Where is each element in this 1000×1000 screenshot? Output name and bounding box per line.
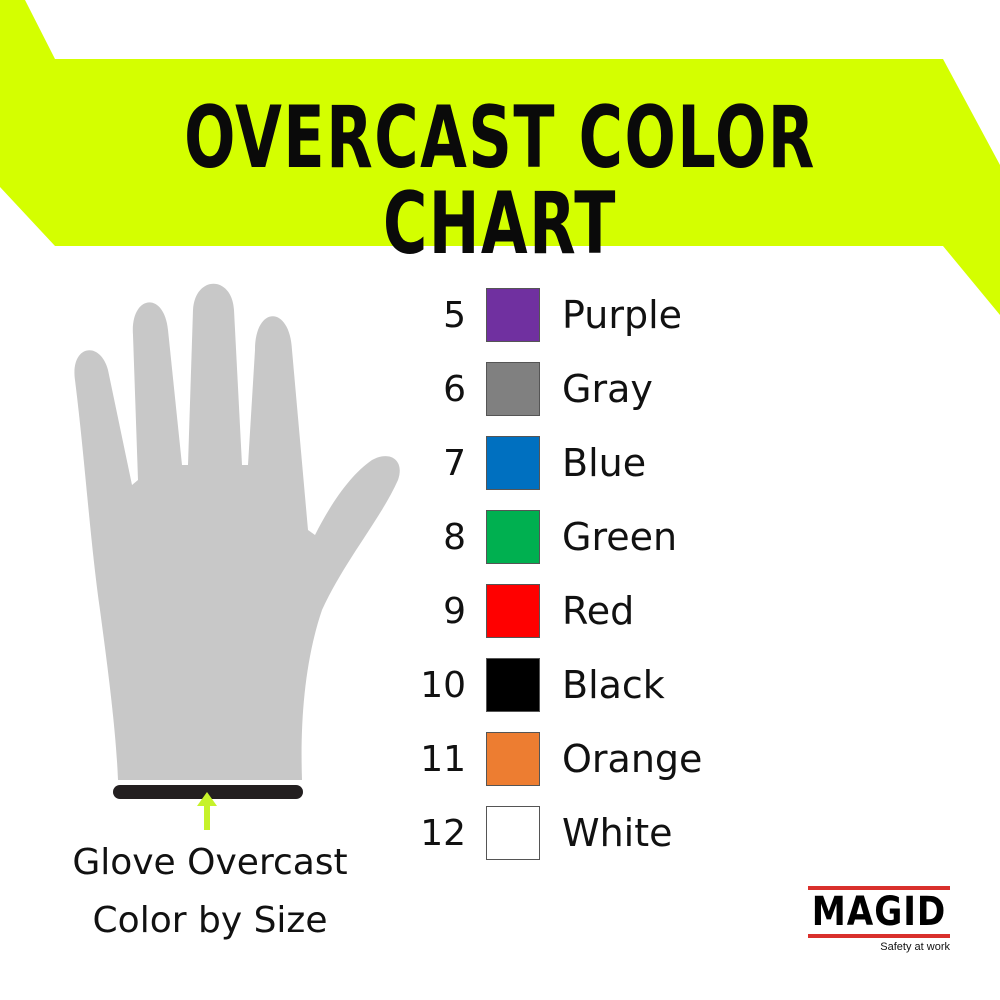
size-row: 6 Gray <box>400 361 653 417</box>
color-name: Green <box>562 515 678 559</box>
size-row: 10 Black <box>400 657 665 713</box>
size-number: 11 <box>420 738 466 780</box>
color-name: Gray <box>562 367 653 411</box>
size-row: 7 Blue <box>400 435 646 491</box>
glove-icon <box>74 283 400 799</box>
logo-tagline: Safety at work <box>880 941 950 953</box>
size-number: 10 <box>420 664 466 706</box>
overcast-band <box>113 785 303 799</box>
arrow-up-icon <box>197 792 217 830</box>
size-row: 8 Green <box>400 509 677 565</box>
color-name: Black <box>562 663 665 707</box>
color-swatch <box>486 584 540 638</box>
color-swatch <box>486 510 540 564</box>
size-number: 12 <box>420 812 466 854</box>
size-row: 9 Red <box>400 583 634 639</box>
color-name: Orange <box>562 737 703 781</box>
color-swatch <box>486 732 540 786</box>
color-name: Blue <box>562 441 647 485</box>
title-banner <box>0 0 1000 315</box>
color-swatch <box>486 658 540 712</box>
color-name: White <box>562 811 673 855</box>
size-number: 7 <box>443 442 466 484</box>
size-number: 5 <box>443 294 466 336</box>
color-swatch <box>486 806 540 860</box>
color-swatch <box>486 436 540 490</box>
magid-logo: MAGID Safety at work <box>808 886 950 953</box>
caption-line2: Color by Size <box>92 900 328 941</box>
size-number: 9 <box>443 590 466 632</box>
color-name: Red <box>562 589 635 633</box>
color-swatch <box>486 288 540 342</box>
size-row: 12 White <box>400 805 673 861</box>
caption-line1: Glove Overcast <box>72 842 348 883</box>
color-name: Purple <box>562 293 683 337</box>
size-number: 6 <box>443 368 466 410</box>
size-row: 11 Orange <box>400 731 702 787</box>
color-swatch <box>486 362 540 416</box>
logo-brand: MAGID <box>811 889 947 935</box>
size-number: 8 <box>443 516 466 558</box>
page-title: OVERCAST COLOR CHART <box>184 88 816 274</box>
size-row: 5 Purple <box>400 287 682 343</box>
